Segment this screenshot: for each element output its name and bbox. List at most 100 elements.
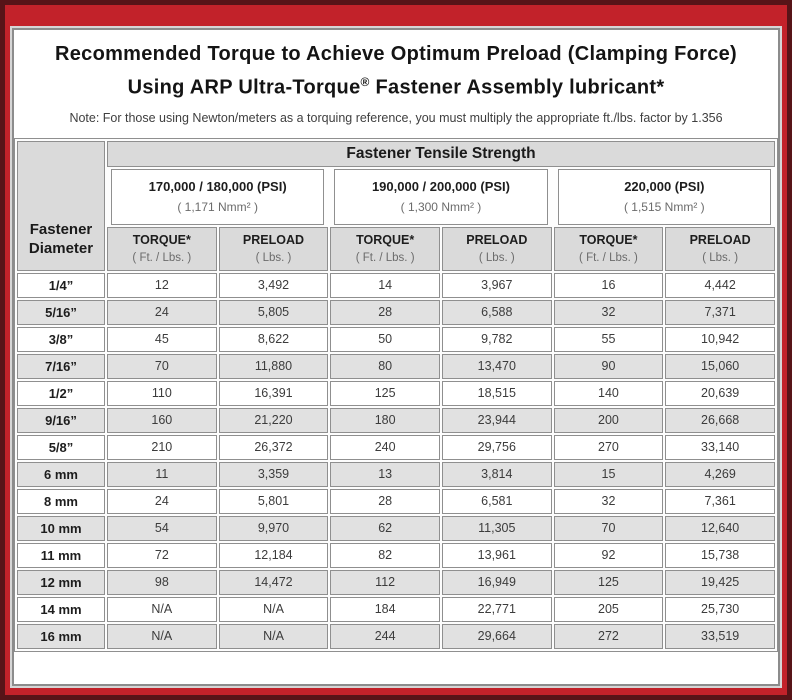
column-header-unit: ( Lbs. ) <box>255 252 292 265</box>
diameter-cell: 6 mm <box>17 461 105 487</box>
value-cell: 13,470 <box>441 353 552 379</box>
value-cell: 5,801 <box>218 488 329 514</box>
value-cell: 15 <box>553 461 664 487</box>
value-cell: 11,305 <box>441 515 552 541</box>
fastener-diameter-header: Fastener Diameter <box>17 140 105 271</box>
column-header-cell: PRELOAD ( Lbs. ) <box>665 226 775 271</box>
value-cell: 205 <box>553 596 664 622</box>
table-row: 7/16” 70 11,880 80 13,470 90 15,060 <box>17 353 775 379</box>
title-block: Recommended Torque to Achieve Optimum Pr… <box>14 30 778 125</box>
value-cell: 70 <box>553 515 664 541</box>
value-cell: 12,640 <box>665 515 775 541</box>
column-header-main: PRELOAD <box>242 233 305 248</box>
page-title-line-1: Recommended Torque to Achieve Optimum Pr… <box>54 43 738 65</box>
column-header-unit: ( Ft. / Lbs. ) <box>355 252 415 265</box>
psi-header-row: 170,000 / 180,000 (PSI) ( 1,171 Nmm² ) 190… <box>17 168 775 225</box>
psi-group-box: 170,000 / 180,000 (PSI) ( 1,171 Nmm² ) <box>111 168 325 225</box>
nmm-rating-label: ( 1,515 Nmm² ) <box>623 200 705 215</box>
table-row: 5/8” 210 26,372 240 29,756 270 33,140 <box>17 434 775 460</box>
value-cell: 12,184 <box>218 542 329 568</box>
value-cell: 24 <box>107 488 217 514</box>
value-cell: 15,060 <box>665 353 775 379</box>
diameter-cell: 5/16” <box>17 299 105 325</box>
fastener-diameter-header-line1: Fastener <box>29 220 93 238</box>
value-cell: 10,942 <box>665 326 775 352</box>
value-cell: 15,738 <box>665 542 775 568</box>
value-cell: 55 <box>553 326 664 352</box>
value-cell: 13 <box>330 461 440 487</box>
column-header-cell: TORQUE* ( Ft. / Lbs. ) <box>107 226 217 271</box>
value-cell: 16 <box>553 272 664 298</box>
diameter-cell: 3/8” <box>17 326 105 352</box>
nmm-rating-label: ( 1,171 Nmm² ) <box>177 200 258 215</box>
value-cell: 22,771 <box>441 596 552 622</box>
column-header-unit: ( Lbs. ) <box>478 252 515 265</box>
value-cell: 12 <box>107 272 217 298</box>
diameter-cell: 16 mm <box>17 623 105 649</box>
diameter-cell: 9/16” <box>17 407 105 433</box>
table-row: 6 mm 11 3,359 13 3,814 15 4,269 <box>17 461 775 487</box>
value-cell: 160 <box>107 407 217 433</box>
column-header-main: TORQUE* <box>579 233 638 248</box>
value-cell: 140 <box>553 380 664 406</box>
psi-group-box: 190,000 / 200,000 (PSI) ( 1,300 Nmm² ) <box>334 168 548 225</box>
content-panel: Recommended Torque to Achieve Optimum Pr… <box>12 28 780 686</box>
value-cell: 112 <box>330 569 440 595</box>
value-cell: 24 <box>107 299 217 325</box>
value-cell: 272 <box>553 623 664 649</box>
value-cell: 14 <box>330 272 440 298</box>
value-cell: 240 <box>330 434 440 460</box>
value-cell: 23,944 <box>441 407 552 433</box>
table-row: 12 mm 98 14,472 112 16,949 125 19,425 <box>17 569 775 595</box>
value-cell: 70 <box>107 353 217 379</box>
value-cell: 180 <box>330 407 440 433</box>
conversion-note: Note: For those using Newton/meters as a… <box>69 110 723 125</box>
column-header-cell: TORQUE* ( Ft. / Lbs. ) <box>553 226 664 271</box>
column-header-cell: TORQUE* ( Ft. / Lbs. ) <box>330 226 440 271</box>
value-cell: 7,361 <box>665 488 775 514</box>
value-cell: 29,756 <box>441 434 552 460</box>
table-row: 8 mm 24 5,801 28 6,581 32 7,361 <box>17 488 775 514</box>
value-cell: 270 <box>553 434 664 460</box>
value-cell: 244 <box>330 623 440 649</box>
value-cell: 32 <box>553 488 664 514</box>
table-row: 9/16” 160 21,220 180 23,944 200 26,668 <box>17 407 775 433</box>
table-row: 10 mm 54 9,970 62 11,305 70 12,640 <box>17 515 775 541</box>
value-cell: 8,622 <box>218 326 329 352</box>
value-cell: 16,949 <box>441 569 552 595</box>
registered-trademark-mark: ® <box>360 75 370 89</box>
value-cell: 29,664 <box>441 623 552 649</box>
column-header-cell: PRELOAD ( Lbs. ) <box>218 226 329 271</box>
fastener-tensile-strength-header: Fastener Tensile Strength <box>107 140 775 167</box>
value-cell: 26,372 <box>218 434 329 460</box>
value-cell: N/A <box>107 596 217 622</box>
diameter-cell: 5/8” <box>17 434 105 460</box>
diameter-cell: 1/4” <box>17 272 105 298</box>
diameter-cell: 8 mm <box>17 488 105 514</box>
value-cell: N/A <box>218 623 329 649</box>
diameter-cell: 11 mm <box>17 542 105 568</box>
diameter-cell: 1/2” <box>17 380 105 406</box>
table-row: 16 mm N/A N/A 244 29,664 272 33,519 <box>17 623 775 649</box>
value-cell: 18,515 <box>441 380 552 406</box>
value-cell: 11,880 <box>218 353 329 379</box>
diameter-cell: 14 mm <box>17 596 105 622</box>
value-cell: 184 <box>330 596 440 622</box>
value-cell: 33,519 <box>665 623 775 649</box>
column-header-unit: ( Lbs. ) <box>702 252 739 265</box>
page-title-line-2: Using ARP Ultra-Torque® Fastener Assembl… <box>14 68 778 102</box>
psi-rating-label: 190,000 / 200,000 (PSI) <box>371 179 510 195</box>
column-header-row: TORQUE* ( Ft. / Lbs. ) PRELOAD ( Lbs. ) TORQ… <box>17 226 775 271</box>
psi-rating-label: 220,000 (PSI) <box>624 179 705 195</box>
title-line2-suffix: Fastener Assembly lubricant* <box>369 76 665 99</box>
value-cell: 54 <box>107 515 217 541</box>
psi-group-box: 220,000 (PSI) ( 1,515 Nmm² ) <box>557 168 771 225</box>
table-row: 1/4” 12 3,492 14 3,967 16 4,442 <box>17 272 775 298</box>
psi-group-header: 170,000 / 180,000 (PSI) ( 1,171 Nmm² ) <box>107 168 328 225</box>
value-cell: 11 <box>107 461 217 487</box>
value-cell: 32 <box>553 299 664 325</box>
value-cell: N/A <box>107 623 217 649</box>
value-cell: 3,359 <box>218 461 329 487</box>
title-line2-prefix: Using ARP Ultra-Torque <box>127 76 361 99</box>
psi-group-header: 220,000 (PSI) ( 1,515 Nmm² ) <box>554 168 775 225</box>
